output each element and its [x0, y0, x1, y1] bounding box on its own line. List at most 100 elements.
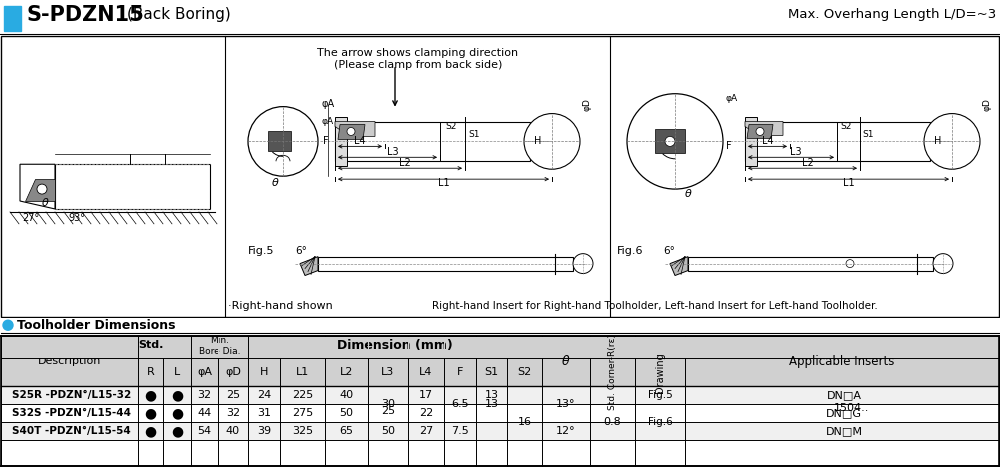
- Text: Fig.5: Fig.5: [248, 246, 274, 256]
- Bar: [507, 336, 508, 358]
- Text: S1: S1: [862, 131, 874, 139]
- Bar: [408, 336, 409, 358]
- Text: DN□G: DN□G: [826, 408, 862, 418]
- Text: 24: 24: [257, 390, 271, 400]
- Text: L4: L4: [419, 367, 433, 377]
- Text: φA: φA: [197, 367, 212, 377]
- Text: S1: S1: [484, 367, 499, 377]
- Text: θ: θ: [562, 355, 570, 368]
- Polygon shape: [268, 132, 291, 151]
- Polygon shape: [300, 256, 318, 276]
- Text: 27°: 27°: [22, 213, 39, 223]
- Text: 325: 325: [292, 426, 313, 436]
- Text: 30: 30: [381, 399, 395, 409]
- Circle shape: [37, 184, 47, 194]
- Bar: [745, 122, 930, 161]
- Text: L3: L3: [387, 147, 398, 157]
- Text: L1: L1: [438, 178, 449, 188]
- Text: S1: S1: [468, 131, 480, 139]
- Text: Std. Corner-R(rε): Std. Corner-R(rε): [608, 334, 617, 410]
- Text: 40: 40: [339, 390, 354, 400]
- Circle shape: [524, 114, 580, 169]
- Bar: [55, 164, 210, 209]
- Text: S2: S2: [840, 123, 851, 132]
- Text: 93°: 93°: [68, 213, 85, 223]
- Circle shape: [933, 254, 953, 273]
- Bar: [1, 404, 999, 422]
- Text: S32S -PDZN°/L15-44: S32S -PDZN°/L15-44: [12, 408, 131, 418]
- Bar: [1, 336, 999, 386]
- Text: ●: ●: [171, 424, 183, 438]
- Text: L3: L3: [381, 367, 395, 377]
- Text: Max. Overhang Length L/D=~3: Max. Overhang Length L/D=~3: [788, 8, 996, 21]
- Polygon shape: [338, 124, 365, 139]
- Text: 65: 65: [340, 426, 354, 436]
- Text: Toolholder Dimensions: Toolholder Dimensions: [17, 319, 176, 332]
- Text: ●: ●: [171, 406, 183, 420]
- Text: 1504..: 1504..: [834, 403, 870, 413]
- Bar: [688, 256, 933, 271]
- Polygon shape: [20, 164, 55, 209]
- Text: Description: Description: [38, 356, 101, 366]
- Circle shape: [924, 114, 980, 169]
- Text: ·Right-hand shown: ·Right-hand shown: [228, 301, 333, 311]
- Text: 27: 27: [419, 426, 433, 436]
- Text: Right-hand Insert for Right-hand Toolholder, Left-hand Insert for Left-hand Tool: Right-hand Insert for Right-hand Toolhol…: [432, 301, 878, 311]
- Text: H: H: [260, 367, 268, 377]
- Bar: [476, 336, 477, 358]
- Circle shape: [573, 254, 593, 273]
- Text: Fig.6: Fig.6: [648, 417, 672, 427]
- Text: L4: L4: [354, 136, 366, 146]
- Text: 39: 39: [257, 426, 271, 436]
- Circle shape: [846, 260, 854, 268]
- Text: φA: φA: [321, 117, 333, 126]
- Circle shape: [665, 137, 675, 146]
- Text: H: H: [934, 136, 942, 146]
- Text: L1: L1: [843, 178, 854, 188]
- Text: L2: L2: [340, 367, 353, 377]
- Bar: [4, 6, 21, 31]
- Text: S2: S2: [517, 367, 532, 377]
- Text: φD: φD: [582, 98, 591, 110]
- Text: Dimension (mm): Dimension (mm): [337, 339, 453, 351]
- Text: ●: ●: [144, 388, 157, 402]
- Polygon shape: [747, 124, 773, 139]
- Circle shape: [627, 94, 723, 189]
- Text: 6°: 6°: [295, 246, 307, 256]
- Text: ●: ●: [144, 424, 157, 438]
- Text: φA: φA: [726, 94, 738, 103]
- Bar: [1, 422, 999, 440]
- Text: 13: 13: [484, 390, 498, 400]
- Text: 225: 225: [292, 390, 313, 400]
- Text: L3: L3: [790, 147, 802, 157]
- Bar: [745, 117, 757, 166]
- Polygon shape: [745, 122, 783, 135]
- Text: Drawing: Drawing: [655, 352, 665, 393]
- Text: 32: 32: [197, 390, 212, 400]
- Bar: [162, 336, 164, 358]
- Text: 25: 25: [381, 406, 395, 416]
- Text: φD: φD: [225, 367, 241, 377]
- Circle shape: [3, 320, 13, 330]
- Text: φD: φD: [982, 98, 991, 110]
- Text: F: F: [457, 367, 463, 377]
- Text: DN□M: DN□M: [826, 426, 862, 436]
- Text: 275: 275: [292, 408, 313, 418]
- Text: 13°: 13°: [556, 399, 576, 409]
- Text: 13: 13: [484, 399, 498, 409]
- Text: H: H: [534, 136, 542, 146]
- Text: Fig.5: Fig.5: [648, 390, 672, 400]
- Text: θ: θ: [685, 189, 692, 199]
- Text: 6.5: 6.5: [451, 399, 469, 409]
- Text: φA: φA: [321, 99, 334, 109]
- Bar: [2, 336, 138, 358]
- Text: L: L: [174, 367, 180, 377]
- Text: 17: 17: [419, 390, 433, 400]
- Text: 32: 32: [226, 408, 240, 418]
- Text: 44: 44: [197, 408, 212, 418]
- Bar: [335, 122, 530, 161]
- Text: θ: θ: [42, 198, 48, 208]
- Text: 50: 50: [381, 426, 395, 436]
- Polygon shape: [670, 256, 688, 276]
- Text: Min.
Bore Dia.: Min. Bore Dia.: [199, 336, 240, 356]
